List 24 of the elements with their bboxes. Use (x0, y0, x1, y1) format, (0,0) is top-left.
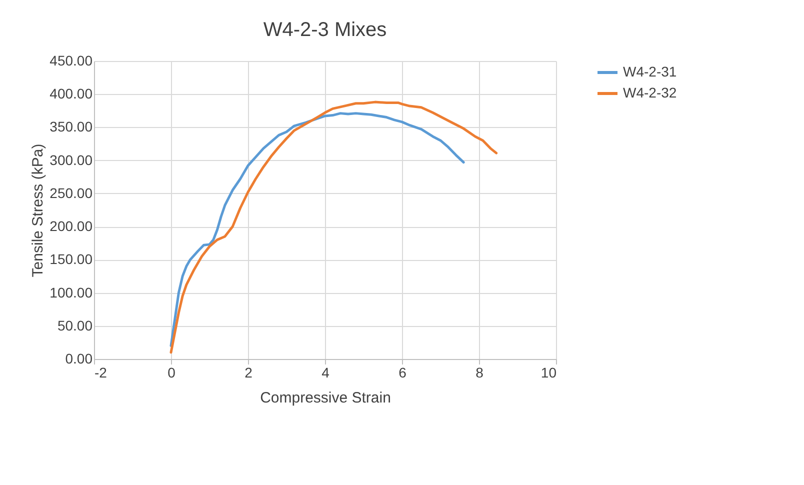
y-tick-label: 200.00 (50, 218, 93, 234)
y-axis-title: Tensile Stress (kPa) (30, 144, 47, 278)
x-tick-label: 4 (322, 364, 330, 380)
x-tick-label: 2 (244, 364, 253, 380)
x-tick-label: -2 (94, 364, 108, 380)
y-tick-label: 100.00 (50, 284, 93, 300)
line-series (170, 112, 465, 348)
legend-label: W4-2-31 (623, 64, 677, 80)
y-tick-label: 400.00 (50, 86, 93, 102)
x-tick-label: 10 (540, 364, 557, 380)
chart-title: W4-2-3 Mixes (263, 19, 387, 41)
y-tick-label: 150.00 (50, 251, 93, 268)
x-axis-title: Compressive Strain (260, 390, 391, 406)
x-tick-label: 0 (168, 364, 176, 380)
y-tick-label: 300.00 (50, 152, 93, 168)
y-tick-label: 250.00 (50, 184, 93, 201)
y-tick-label: 450.00 (50, 52, 93, 68)
x-tick-label: 8 (476, 364, 484, 380)
y-tick-label: 50.00 (57, 317, 93, 334)
line-series (170, 100, 498, 354)
x-tick-label: 6 (398, 364, 407, 380)
y-tick-label: 0.00 (65, 350, 93, 366)
y-tick-label: 350.00 (50, 118, 93, 135)
legend-label: W4-2-32 (623, 84, 677, 100)
